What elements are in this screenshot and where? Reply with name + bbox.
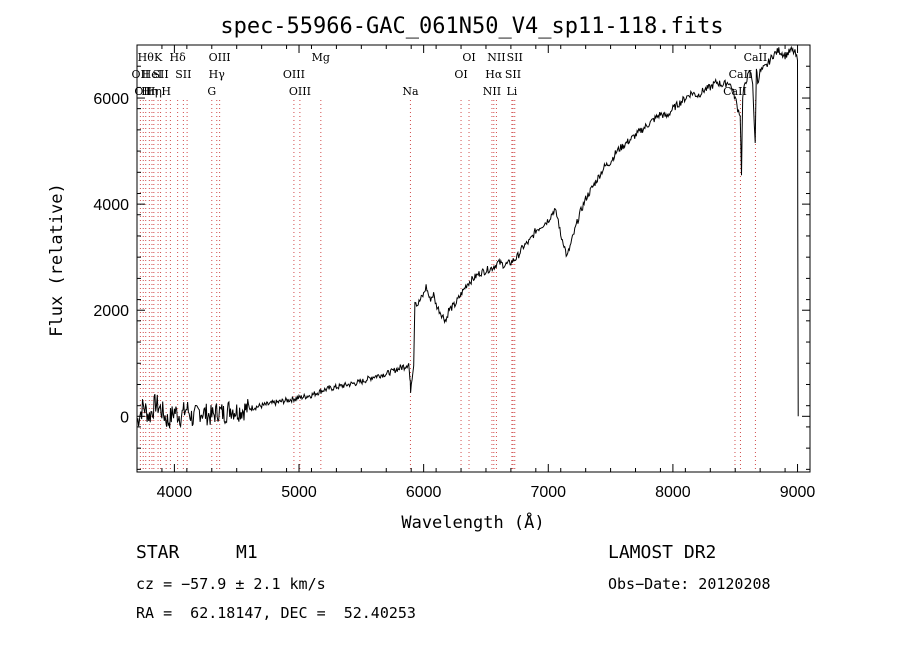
spectral-line-label: K [154,51,163,64]
spectral-line-label: CaII [744,51,768,64]
spectral-line-label: Hθ [138,51,155,64]
survey-name: LAMOST DR2 [608,542,717,563]
x-tick-label: 6000 [406,484,442,501]
spectral-line-label: OI [462,51,475,64]
y-axis-label: Flux (relative) [47,183,67,337]
object-class: STAR [136,542,180,563]
spectral-line-label: CaII [723,85,747,98]
y-tick-label: 4000 [93,197,129,214]
spectral-line-label: SII [152,68,168,81]
x-tick-label: 4000 [157,484,193,501]
chart-title: spec-55966-GAC_061N50_V4_sp11-118.fits [220,14,723,39]
spectral-line-label: OII [134,85,152,98]
y-tick-label: 2000 [93,303,129,320]
spectral-line-label: OIII [283,68,305,81]
spectral-line-label: OIII [289,85,311,98]
spectral-line-labels: OIIOIIHθHηHeIHηKSIIHHδSIIGHγOIIIOIIIOIII… [132,51,768,98]
plot-frame [136,44,811,473]
spectral-line-label: OIII [209,51,231,64]
spectral-line-label: SII [505,68,521,81]
spectral-line-label: H [161,85,171,98]
x-tick-label: 5000 [281,484,317,501]
spectral-line-label: Hη [141,85,157,98]
spectral-line-label: NII [483,85,501,98]
spectral-line-label: Hδ [170,51,187,64]
spectral-line-label: Na [402,85,419,98]
y-axis-ticks: 0 2000 4000 6000 [93,44,810,470]
spectral-line-label: Hγ [209,68,226,81]
spectrum-line [136,45,799,429]
x-tick-label: 7000 [530,484,566,501]
spectral-line-markers [139,100,756,472]
x-axis-label: Wavelength (Å) [401,511,544,533]
spectral-line-label: OI [454,68,467,81]
spectral-line-label: G [207,85,216,98]
spectral-line-label: NII [487,51,505,64]
spectral-line-label: Li [506,85,517,98]
x-axis-ticks: 4000 5000 6000 7000 8000 9000 [136,45,816,501]
spectral-line-label: HeI [142,68,162,81]
spectral-line-label: Hη [146,85,162,98]
object-subclass: M1 [236,542,258,563]
coordinates-text: RA = 62.18147, DEC = 52.40253 [136,604,416,622]
spectral-line-label: SII [507,51,523,64]
redshift-text: cz = −57.9 ± 2.1 km/s [136,575,326,593]
x-tick-label: 9000 [780,484,816,501]
spectral-line-label: OII [132,68,150,81]
y-tick-label: 6000 [93,91,129,108]
spectral-line-label: SII [175,68,191,81]
y-tick-label: 0 [120,409,129,426]
spectral-line-label: Mg [312,51,330,64]
x-tick-label: 8000 [655,484,691,501]
obs-date-text: Obs−Date: 20120208 [608,575,771,593]
spectral-line-label: CaII [729,68,753,81]
spectral-line-label: Hα [485,68,503,81]
